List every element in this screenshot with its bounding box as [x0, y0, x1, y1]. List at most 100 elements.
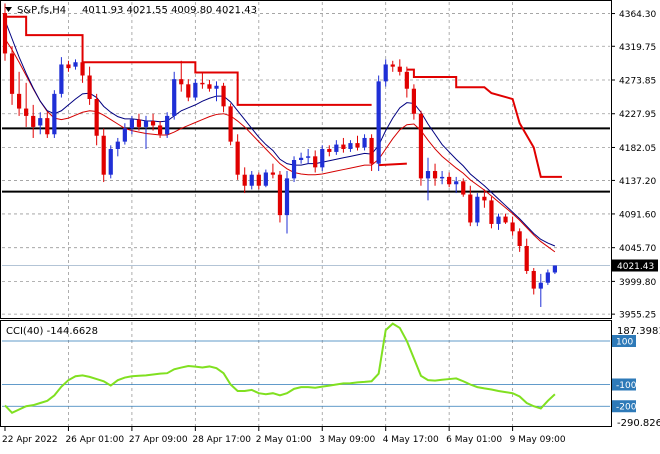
time-axis: 22 Apr 2022 26 Apr 01:00 27 Apr 09:00 28 Ap… [2, 427, 566, 445]
candle-body [383, 64, 388, 82]
time-tick-label: 6 May 01:00 [446, 435, 502, 445]
candle-body [165, 115, 170, 135]
candle-body [418, 113, 424, 179]
candle-body [454, 181, 459, 185]
candle-body [510, 222, 515, 232]
indicator-pane-frame [0, 320, 612, 427]
price-tick-label: 4137.20 [619, 177, 656, 187]
candle-body [306, 156, 311, 158]
candle-body [313, 156, 318, 168]
candle-body [411, 88, 416, 114]
candle-body [59, 64, 64, 94]
price-tick-label: 4364.30 [619, 10, 656, 20]
candle-body [404, 71, 409, 89]
candle-body [38, 118, 43, 126]
candle-body [242, 174, 247, 186]
time-tick-label: 4 May 17:00 [383, 435, 439, 445]
candle-body [172, 79, 177, 116]
trailing-stop-line [378, 162, 407, 167]
candle-body [291, 160, 297, 179]
candle-body [284, 178, 290, 216]
candle-body [101, 135, 106, 175]
candle-body [94, 99, 99, 136]
price-axis: 4364.30 4319.75 4273.85 4227.95 4182.05 4137.… [611, 10, 658, 321]
candle-body [129, 119, 134, 129]
price-tick-label: 4319.75 [619, 43, 656, 53]
candle-body [52, 93, 57, 135]
candle-body [158, 125, 163, 135]
candle-body [397, 66, 402, 72]
trailing-stop-line [406, 68, 562, 178]
candle-body [235, 141, 240, 175]
dropdown-triangle-icon[interactable] [5, 7, 12, 12]
candle-body [482, 196, 487, 201]
price-tick-label: 4045.70 [619, 244, 656, 254]
candle-body [390, 64, 395, 67]
candle-body [376, 81, 381, 164]
cci-level-box [612, 335, 636, 348]
candle-body [440, 176, 445, 179]
current-price-label: 4021.43 [617, 262, 654, 272]
indicator-header: CCI(40) -144.6628 187.3981 -290.8265 [6, 326, 660, 429]
candle-body [17, 93, 22, 109]
time-tick-label: 27 Apr 09:00 [129, 435, 188, 445]
candle-body [334, 144, 339, 152]
candle-body [425, 171, 431, 179]
candle-body [524, 245, 529, 271]
candle-body [87, 75, 92, 100]
candle-body [256, 174, 261, 186]
candle-body [115, 141, 120, 149]
candle-body [348, 143, 353, 149]
candle-body [143, 121, 149, 127]
candle-body [531, 270, 536, 289]
candle-body [447, 176, 452, 185]
candle-body [355, 143, 360, 148]
price-tick-label: 3955.25 [619, 311, 656, 321]
candle-body [150, 121, 156, 126]
candle-body [179, 79, 184, 85]
time-tick-label: 26 Apr 01:00 [65, 435, 124, 445]
candle-body [2, 13, 8, 54]
candle-body [432, 171, 438, 179]
candle-body [122, 128, 127, 142]
time-tick-label: 28 Apr 17:00 [192, 435, 251, 445]
candle-body [552, 265, 557, 273]
candle-body [263, 172, 268, 186]
candle-body [249, 174, 254, 186]
ohlc-label: 4011.93 4021.55 4009.80 4021.43 [82, 5, 257, 16]
candles [2, 3, 557, 307]
cci-level-label: -100 [616, 381, 637, 391]
cci-label: CCI(40) -144.6628 [6, 326, 98, 337]
cci-level-label: 100 [616, 338, 633, 348]
candle-body [327, 148, 332, 152]
price-tick-label: 4091.60 [619, 210, 656, 220]
trailing-stop-line [5, 15, 372, 106]
candle-body [186, 84, 191, 98]
main-pane-frame [0, 0, 612, 319]
price-tick-label: 4182.05 [619, 144, 656, 154]
cci-max-label: 187.3981 [617, 326, 660, 337]
candle-body [341, 144, 346, 149]
candle-body [545, 272, 550, 283]
chart-header: S&P,fs,H4 4011.93 4021.55 4009.80 4021.4… [5, 5, 257, 16]
time-tick-label: 3 May 09:00 [319, 435, 375, 445]
candle-body [214, 85, 219, 89]
candle-body [320, 148, 325, 168]
candle-body [193, 82, 198, 98]
candle-body [468, 194, 473, 223]
cci-level-label: -200 [616, 403, 637, 413]
candle-body [207, 84, 212, 89]
cci-level-box [612, 378, 636, 391]
candle-body [221, 85, 226, 107]
candle-body [108, 148, 113, 175]
price-tick-label: 4227.95 [619, 110, 656, 120]
candle-body [228, 106, 233, 142]
price-tick-label: 4273.85 [619, 77, 656, 87]
time-tick-label: 22 Apr 2022 [2, 435, 58, 445]
candle-body [277, 174, 283, 216]
candle-body [136, 119, 142, 127]
candle-body [24, 108, 29, 116]
cci-line [4, 322, 556, 414]
